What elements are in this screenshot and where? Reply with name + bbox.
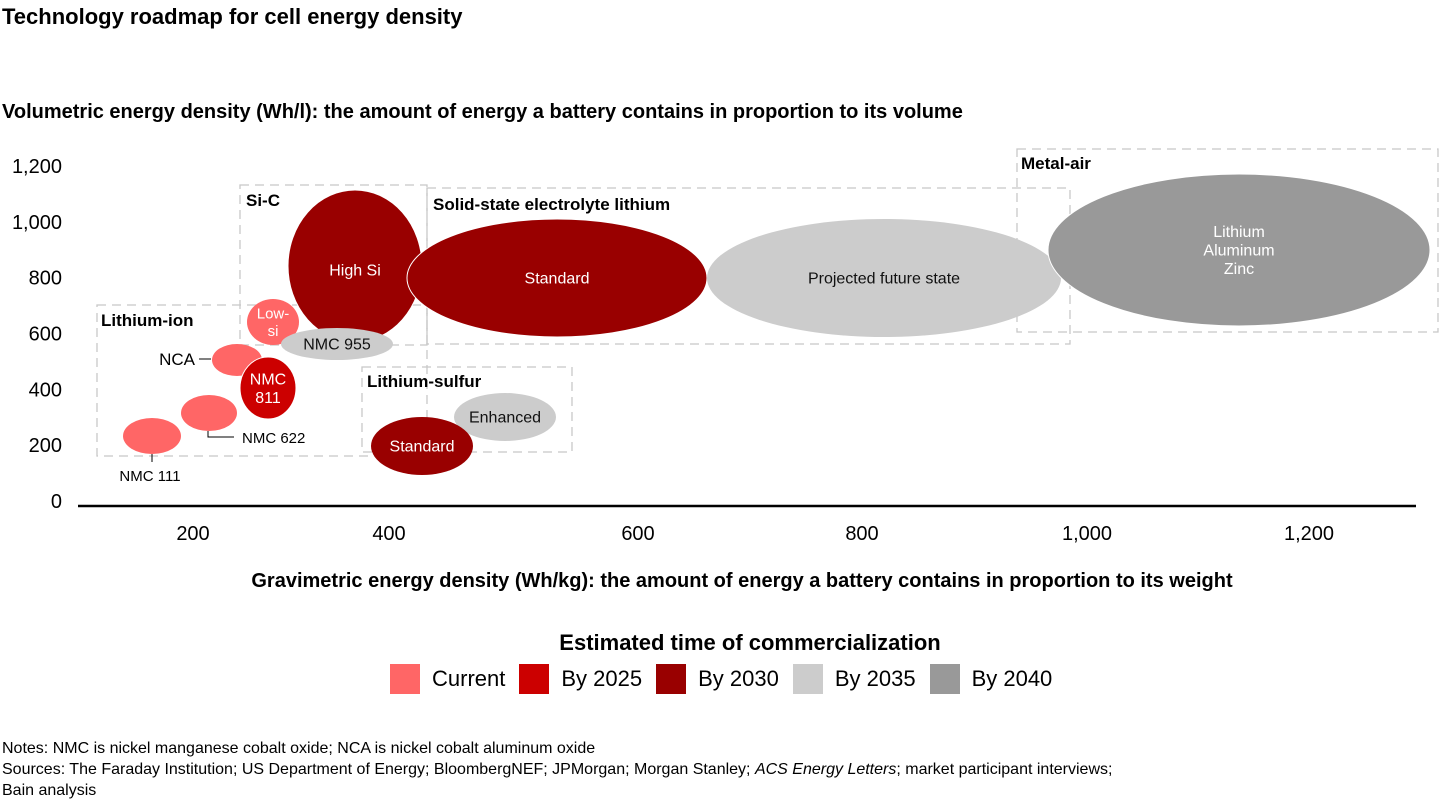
legend-item-by-2030: By 2030: [656, 664, 779, 694]
bubble-label-nmc955: NMC 955: [303, 337, 371, 354]
group-label-si-c: Si-C: [246, 191, 280, 210]
y-tick-label: 600: [29, 324, 62, 346]
legend-label-by-2030: By 2030: [698, 666, 779, 691]
bubble-label-highsi: High Si: [329, 263, 381, 280]
legend-swatch-by-2040: [929, 664, 960, 694]
sources-line-continued: Bain analysis: [2, 782, 97, 799]
legend-item-current: Current: [390, 664, 505, 694]
bubble-nmc111: [123, 418, 181, 454]
bubble-label-nca: NCA: [159, 350, 196, 369]
bubble-label-sse-future: Projected future state: [808, 271, 960, 288]
legend-swatch-by-2035: [792, 664, 823, 694]
x-tick-label: 1,000: [1062, 523, 1112, 545]
bubble-metalair: [1047, 173, 1431, 327]
sources-suffix: ; market participant interviews;: [896, 761, 1113, 778]
bubble-label-nmc811: NMC: [250, 371, 286, 388]
bubble-label-lowsi: Low-: [257, 306, 290, 323]
legend-swatch-current: [390, 664, 420, 694]
bubble-label-lowsi: si: [268, 323, 279, 340]
legend-label-by-2035: By 2035: [834, 666, 916, 691]
bubble-nmc811: [239, 356, 297, 420]
legend: Current By 2025 By 2030 By 2035 By 2040: [390, 664, 1066, 694]
y-tick-label: 400: [29, 379, 62, 401]
x-tick-label: 600: [621, 523, 654, 545]
group-label-solid-state-electrolyte-lithium: Solid-state electrolyte lithium: [433, 195, 670, 214]
bubble-lowsi: [247, 299, 299, 345]
legend-item-by-2025: By 2025: [519, 664, 642, 694]
chart-title: Technology roadmap for cell energy densi…: [2, 4, 463, 29]
bubble-sse-future: [707, 219, 1061, 337]
y-tick-label: 200: [29, 435, 62, 457]
x-tick-label: 200: [176, 523, 209, 545]
legend-label-by-2040: By 2040: [971, 666, 1053, 691]
legend-swatch-by-2030: [656, 664, 687, 694]
footnotes: Notes: NMC is nickel manganese cobalt ox…: [2, 738, 1432, 801]
y-axis-title: Volumetric energy density (Wh/l): the am…: [2, 101, 963, 123]
bubble-nmc955: [281, 328, 393, 360]
legend-label-current: Current: [432, 666, 506, 691]
bubble-label-nmc111: NMC 111: [119, 468, 180, 485]
legend-item-by-2035: By 2035: [792, 664, 916, 694]
bubble-label-sse-standard: Standard: [525, 271, 590, 288]
bubble-lis-enhanced: [454, 393, 556, 441]
bubble-label-metalair: Lithium: [1213, 224, 1265, 241]
bubble-label-nmc622: NMC 622: [242, 430, 305, 447]
bubble-label-metalair: Zinc: [1224, 261, 1254, 278]
legend-label-by-2025: By 2025: [561, 666, 643, 691]
y-tick-label: 0: [51, 491, 62, 513]
group-box-lithium-sulfur: [361, 366, 573, 453]
x-tick-label: 400: [372, 523, 405, 545]
sources-italic: ACS Energy Letters: [754, 761, 897, 778]
legend-swatch-by-2025: [519, 664, 550, 694]
sources-prefix: Sources: The Faraday Institution; US Dep…: [2, 761, 755, 778]
bubble-lis-standard: [371, 417, 473, 475]
bubble-chart: Lithium-ion Si-C Solid-state electrolyte l…: [12, 148, 1439, 545]
legend-title: Estimated time of commercialization: [559, 630, 941, 655]
x-tick-label: 800: [845, 523, 878, 545]
bubble-label-metalair: Aluminum: [1203, 243, 1274, 260]
bubble-label-nmc811: 811: [255, 390, 281, 407]
y-tick-label: 1,000: [12, 212, 62, 234]
x-axis-title: Gravimetric energy density (Wh/kg): the …: [251, 570, 1233, 592]
bubble-nmc622: [181, 395, 237, 431]
group-label-lithium-ion: Lithium-ion: [101, 311, 194, 330]
sources-line: Sources: The Faraday Institution; US Dep…: [2, 759, 1432, 780]
x-tick-label: 1,200: [1284, 523, 1334, 545]
legend-item-by-2040: By 2040: [929, 664, 1053, 694]
notes-line: Notes: NMC is nickel manganese cobalt ox…: [2, 740, 596, 757]
bubble-label-lis-enhanced: Enhanced: [469, 410, 541, 427]
y-tick-label: 1,200: [12, 156, 62, 178]
leader-line-nmc622: [207, 431, 234, 438]
group-label-lithium-sulfur: Lithium-sulfur: [367, 372, 482, 391]
y-tick-label: 800: [29, 268, 62, 290]
group-label-metal-air: Metal-air: [1021, 154, 1091, 173]
bubble-label-lis-standard: Standard: [390, 439, 455, 456]
